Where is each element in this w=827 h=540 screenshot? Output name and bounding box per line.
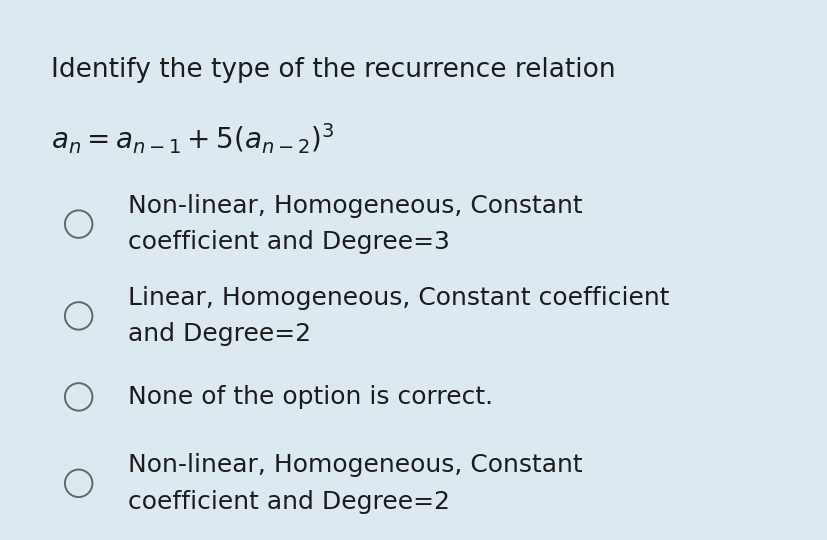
Text: Non-linear, Homogeneous, Constant: Non-linear, Homogeneous, Constant	[128, 453, 582, 477]
Text: Linear, Homogeneous, Constant coefficient: Linear, Homogeneous, Constant coefficien…	[128, 286, 669, 309]
Text: and Degree=2: and Degree=2	[128, 322, 311, 346]
Text: None of the option is correct.: None of the option is correct.	[128, 385, 493, 409]
Text: coefficient and Degree=3: coefficient and Degree=3	[128, 231, 450, 254]
Text: coefficient and Degree=2: coefficient and Degree=2	[128, 490, 450, 514]
Point	[72, 312, 85, 320]
Text: Non-linear, Homogeneous, Constant: Non-linear, Homogeneous, Constant	[128, 194, 582, 218]
Text: Identify the type of the recurrence relation: Identify the type of the recurrence rela…	[51, 57, 615, 83]
Point	[72, 479, 85, 488]
Point	[72, 393, 85, 401]
Text: $a_n = a_{n-1} + 5(a_{n-2})^3$: $a_n = a_{n-1} + 5(a_{n-2})^3$	[51, 122, 334, 156]
Point	[72, 220, 85, 228]
